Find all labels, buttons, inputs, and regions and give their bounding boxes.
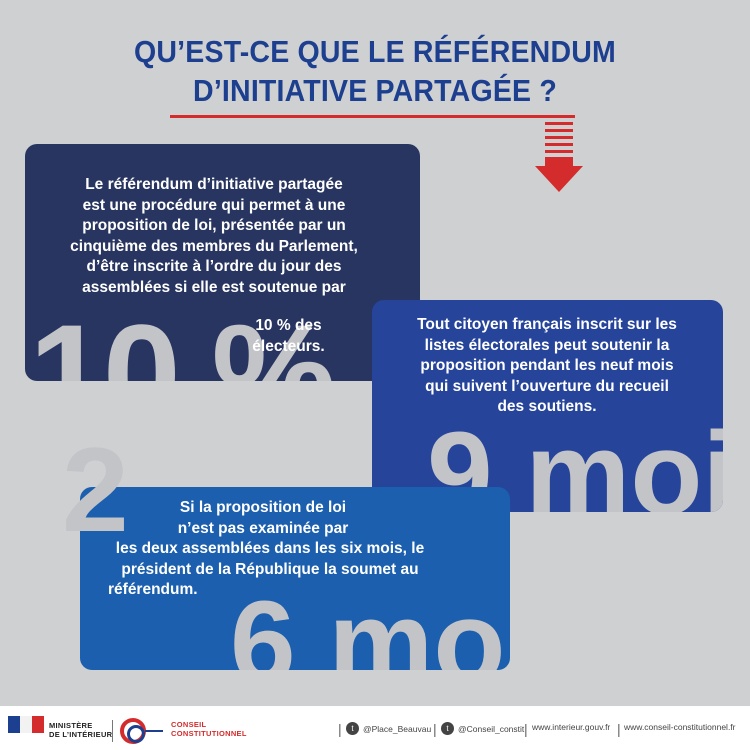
box2-line: listes électorales peut soutenir la [424, 336, 670, 354]
conseil-logo-icon [120, 718, 146, 744]
box3-line: les deux assemblées dans les six mois, l… [115, 540, 425, 557]
box1-tail-line: électeurs. [252, 337, 325, 355]
box2-line: des soutiens. [497, 398, 597, 415]
website-url: www.conseil-constitutionnel.fr [624, 722, 736, 732]
box3-text-top: Si la proposition de loi n’est pas exami… [148, 498, 378, 539]
ministry-label: MINISTÈRE DE L’INTÉRIEUR [49, 721, 112, 739]
website-link-interieur[interactable]: www.interieur.gouv.fr [532, 722, 610, 732]
footer-pipe: | [617, 721, 621, 737]
big-figure-two: 2 [62, 423, 129, 557]
box1-line: est une procédure qui permet à une [82, 196, 346, 214]
conseil-logo-line [145, 730, 163, 732]
website-url: www.interieur.gouv.fr [532, 722, 611, 732]
french-flag-icon [8, 716, 44, 733]
page-title-line-2: D’INITIATIVE PARTAGÉE ? [193, 73, 557, 108]
info-box-ten-percent: 10 % Le référendum d’initiative partagée… [25, 144, 420, 381]
box1-line: d’être inscrite à l’ordre du jour des [86, 258, 342, 275]
info-box-nine-months: 9 mois Tout citoyen français inscrit sur… [372, 300, 723, 512]
box1-tail-text: 10 % des électeurs. [246, 316, 331, 357]
box1-line: cinquième des membres du Parlement, [70, 237, 358, 255]
info-box-six-months: 6 mois Si la proposition de loi n’est pa… [80, 487, 510, 670]
twitter-handle: @Place_Beauvau [363, 723, 432, 734]
big-figure-ten-percent: 10 % [29, 295, 336, 382]
page-title-line-1: QU’EST-CE QUE LE RÉFÉRENDUM [134, 34, 616, 69]
twitter-link-conseil[interactable]: t @Conseil_constit [441, 722, 524, 735]
box3-text-bottom: les deux assemblées dans les six mois, l… [100, 539, 440, 601]
box1-line: assemblées si elle est soutenue par [82, 278, 346, 296]
website-link-conseil[interactable]: www.conseil-constitutionnel.fr [624, 722, 736, 732]
box3-line: Si la proposition de loi [179, 499, 347, 516]
box3-line: président de la République la soumet au [121, 560, 419, 578]
box3-line: n’est pas examinée par [177, 519, 349, 537]
footer-bar: MINISTÈRE DE L’INTÉRIEUR CONSEIL CONSTIT… [0, 706, 750, 750]
ministry-line: DE L’INTÉRIEUR [49, 730, 113, 739]
big-figure-six-months: 6 mois [230, 577, 510, 670]
footer-pipe: | [338, 721, 342, 737]
footer-pipe: | [524, 721, 528, 737]
box2-text: Tout citoyen français inscrit sur les li… [387, 315, 707, 418]
box2-line: qui suivent l’ouverture du recueil [425, 377, 669, 395]
box1-line: Le référendum d’initiative partagée [85, 176, 343, 193]
title-underline [170, 115, 575, 118]
box1-text: Le référendum d’initiative partagée est … [39, 175, 389, 298]
box1-tail-line: 10 % des [255, 317, 322, 334]
box2-line: proposition pendant les neuf mois [420, 357, 674, 374]
box1-line: proposition de loi, présentée par un [82, 217, 346, 234]
footer-pipe: | [433, 721, 437, 737]
twitter-link-beauvau[interactable]: t @Place_Beauvau [346, 722, 431, 735]
conseil-line: CONSTITUTIONNEL [171, 729, 247, 738]
twitter-icon: t [346, 722, 359, 735]
ministry-line: MINISTÈRE [49, 721, 93, 730]
conseil-label: CONSEIL CONSTITUTIONNEL [171, 720, 247, 738]
twitter-icon: t [441, 722, 454, 735]
box2-line: Tout citoyen français inscrit sur les [417, 316, 677, 333]
twitter-handle: @Conseil_constit [458, 723, 525, 734]
conseil-line: CONSEIL [171, 720, 207, 729]
footer-divider [112, 720, 113, 742]
box3-line: référendum. [108, 581, 198, 598]
down-arrow-icon [535, 122, 583, 192]
